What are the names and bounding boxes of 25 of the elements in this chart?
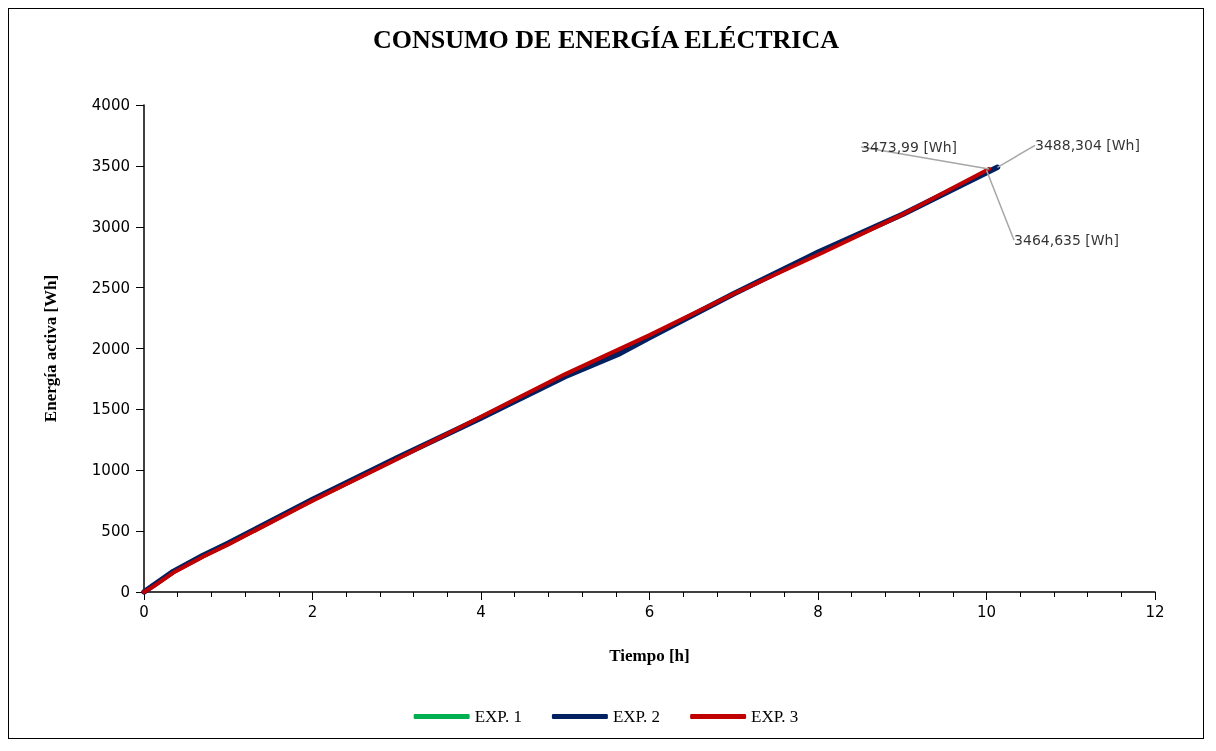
legend-label: EXP. 1 xyxy=(474,707,522,726)
y-tick-label: 500 xyxy=(101,522,130,541)
annotation: 3464,635 [Wh] xyxy=(1014,232,1119,249)
y-tick-label: 3500 xyxy=(91,156,130,175)
y-tick-label: 4000 xyxy=(91,96,130,114)
x-axis-title: Tiempo [h] xyxy=(609,646,690,665)
legend-label: EXP. 2 xyxy=(612,707,661,726)
x-tick-label: 4 xyxy=(476,602,486,621)
chart-title: CONSUMO DE ENERGÍA ELÉCTRICA xyxy=(373,24,840,54)
legend-label: EXP. 3 xyxy=(751,707,799,726)
y-axis-title: Energía activa [Wh] xyxy=(41,274,60,423)
x-tick-label: 10 xyxy=(976,602,997,621)
y-tick-label: 2500 xyxy=(91,278,130,297)
y-tick-label: 3000 xyxy=(91,217,130,236)
x-tick-label: 2 xyxy=(307,602,318,621)
x-tick-label: 12 xyxy=(1145,602,1165,621)
y-tick-label: 1500 xyxy=(91,400,130,419)
x-tick-label: 0 xyxy=(139,602,149,621)
x-tick-label: 8 xyxy=(813,602,823,621)
annotation: 3473,99 [Wh] xyxy=(861,139,958,156)
y-tick-label: 1000 xyxy=(91,461,130,480)
y-tick-label: 0 xyxy=(120,583,130,601)
y-tick-label: 2000 xyxy=(91,339,130,358)
annotation: 3488,304 [Wh] xyxy=(1035,137,1140,154)
x-tick-label: 6 xyxy=(644,602,655,621)
